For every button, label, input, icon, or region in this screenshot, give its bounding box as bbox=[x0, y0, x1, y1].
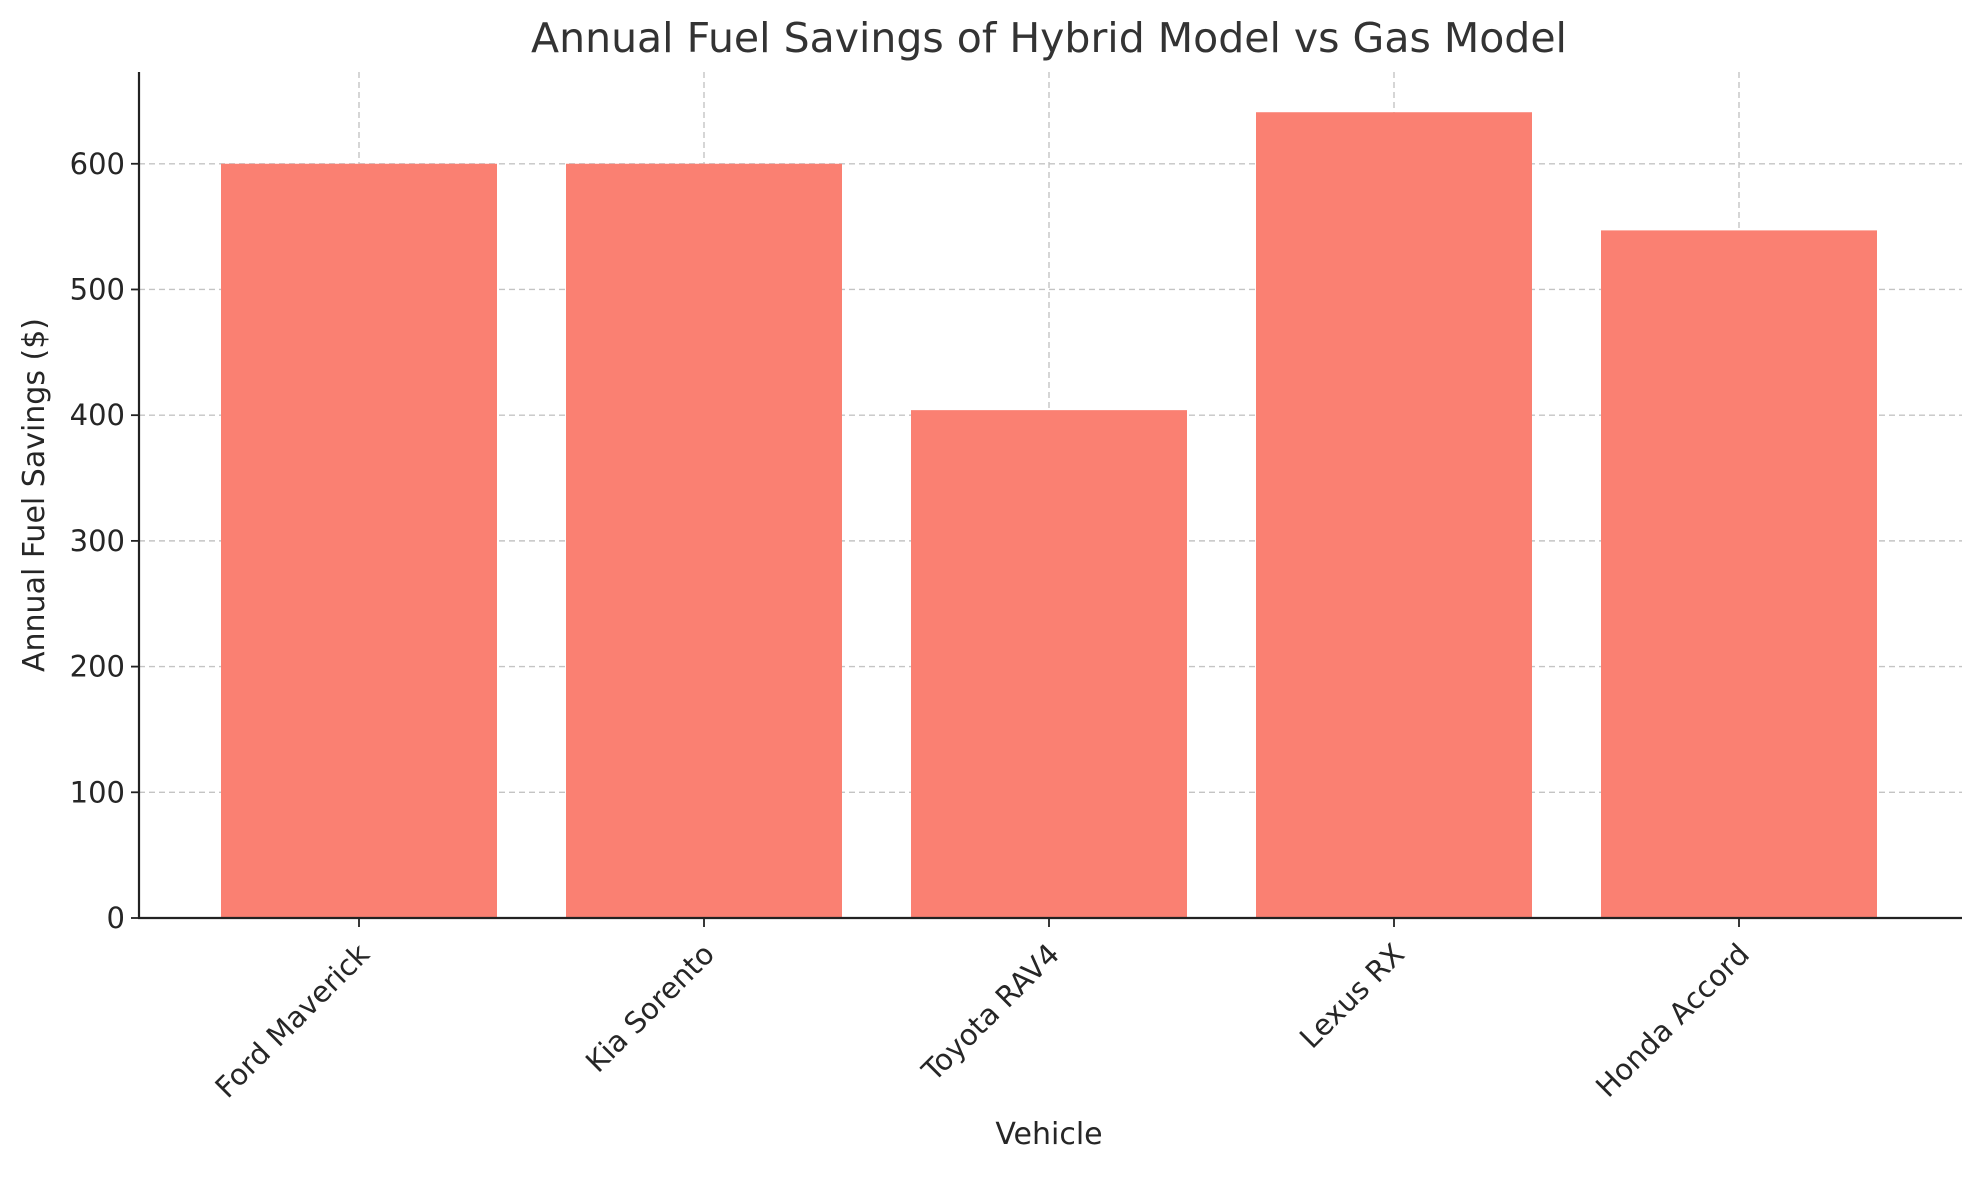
y-tick-label: 400 bbox=[70, 398, 125, 432]
bars-layer bbox=[221, 112, 1877, 919]
bar-kia-sorento bbox=[566, 163, 842, 918]
x-tick-label: Kia Sorento bbox=[579, 937, 721, 1079]
y-axis-label: Annual Fuel Savings ($) bbox=[17, 318, 52, 672]
x-tick-label: Toyota RAV4 bbox=[915, 937, 1066, 1088]
chart-title: Annual Fuel Savings of Hybrid Model vs G… bbox=[531, 14, 1567, 62]
y-tick-label: 500 bbox=[70, 272, 125, 306]
bar-ford-maverick bbox=[221, 163, 497, 918]
y-tick-label: 300 bbox=[70, 524, 125, 558]
x-tick-label: Lexus RX bbox=[1293, 937, 1411, 1055]
y-tick-label: 0 bbox=[107, 901, 125, 935]
x-axis-label: Vehicle bbox=[995, 1117, 1102, 1152]
y-tick-label: 100 bbox=[70, 775, 125, 809]
bar-honda-accord bbox=[1601, 230, 1877, 919]
x-tick-label: Ford Maverick bbox=[208, 937, 376, 1105]
axes-layer bbox=[137, 72, 1962, 920]
bar-toyota-rav4 bbox=[911, 410, 1187, 918]
bar-lexus-rx bbox=[1256, 112, 1532, 919]
x-tick-label: Honda Accord bbox=[1589, 937, 1756, 1104]
y-tick-label: 600 bbox=[70, 147, 125, 181]
y-tick-label: 200 bbox=[70, 650, 125, 684]
